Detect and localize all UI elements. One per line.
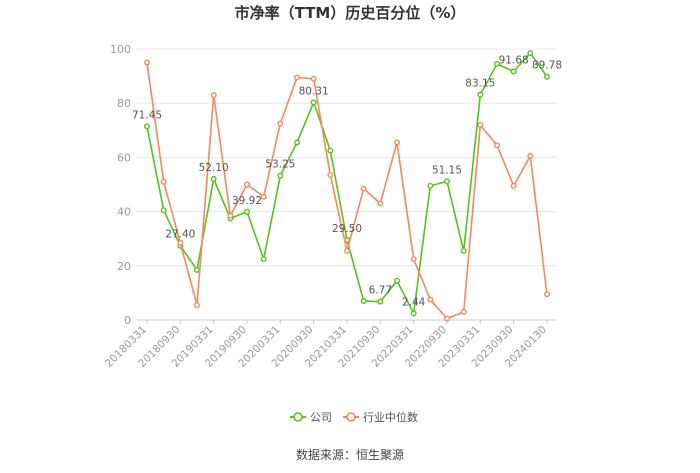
legend-item-industry[interactable]: 行业中位数 (343, 410, 418, 424)
company-data-point (394, 277, 401, 284)
industry-data-point (394, 139, 401, 146)
y-tick-label: 20 (117, 260, 131, 273)
industry-data-point (160, 178, 167, 185)
company-data-point (277, 172, 284, 179)
y-tick-label: 0 (124, 314, 131, 327)
industry-data-point (243, 181, 250, 188)
industry-data-point (360, 185, 367, 192)
industry-data-point (477, 121, 484, 128)
data-label: 51.15 (432, 164, 462, 176)
company-data-point (527, 50, 534, 57)
industry-data-point (277, 120, 284, 127)
x-axis: 2018033120180930201903312019093020200331… (103, 319, 557, 370)
data-label: 91.68 (499, 55, 529, 67)
series-layer (143, 50, 551, 322)
y-tick-label: 40 (117, 206, 131, 219)
industry-data-point (377, 200, 384, 207)
industry-data-point (143, 59, 150, 66)
company-data-point (377, 298, 384, 305)
company-data-point (143, 123, 150, 130)
industry-data-point (227, 212, 234, 219)
data-label: 6.77 (369, 285, 392, 297)
industry-data-point (460, 308, 467, 315)
company-data-point (494, 60, 501, 67)
company-data-point (210, 175, 217, 182)
industry-data-point (427, 296, 434, 303)
data-source: 数据来源：恒生聚源 (295, 448, 404, 462)
data-label: 2.44 (402, 296, 426, 308)
industry-data-point (494, 142, 501, 149)
industry-data-point (193, 302, 200, 309)
company-data-point (427, 182, 434, 189)
industry-data-point (510, 182, 517, 189)
company-data-point (327, 147, 334, 154)
data-label: 29.50 (332, 223, 362, 235)
industry-series-line (146, 62, 548, 320)
legend[interactable]: 公司 行业中位数 (290, 410, 418, 424)
data-label: 53.25 (265, 159, 295, 171)
data-label: 39.92 (232, 195, 262, 207)
industry-data-point (294, 74, 301, 81)
legend-swatch-marker (293, 412, 303, 422)
company-data-point (310, 99, 317, 106)
legend-label: 公司 (310, 411, 332, 424)
industry-data-point (327, 172, 334, 179)
company-data-point (477, 91, 484, 98)
industry-data-point (344, 247, 351, 254)
data-label: 80.31 (299, 85, 329, 97)
company-data-point (260, 256, 267, 263)
legend-item-company[interactable]: 公司 (290, 411, 332, 424)
industry-data-point (210, 92, 217, 99)
legend-label: 行业中位数 (363, 410, 418, 424)
company-data-point (510, 68, 517, 75)
data-label: 52.10 (199, 162, 229, 174)
industry-data-point (260, 193, 267, 200)
y-tick-label: 60 (117, 151, 131, 164)
company-data-point (544, 73, 551, 80)
legend-swatch-marker (346, 412, 356, 422)
data-label: 83.15 (465, 78, 495, 90)
company-data-point (294, 139, 301, 146)
company-data-point (193, 266, 200, 273)
industry-data-point (444, 315, 451, 322)
industry-data-point (527, 153, 534, 160)
company-data-point (460, 247, 467, 254)
chart-title: 市净率（TTM）历史百分位（%） (234, 4, 466, 22)
company-data-point (243, 208, 250, 215)
data-label: 27.40 (165, 229, 195, 241)
company-data-point (160, 207, 167, 214)
y-tick-label: 100 (110, 43, 131, 56)
company-data-point (360, 298, 367, 305)
industry-data-point (410, 256, 417, 263)
y-tick-label: 80 (117, 97, 131, 110)
y-axis: 0 20 40 60 80 100 (110, 43, 131, 327)
data-label: 71.45 (132, 109, 162, 121)
data-labels: 71.45 27.40 52.10 39.92 53.25 80.31 29.50 6.77 2… (132, 55, 562, 309)
industry-data-point (310, 75, 317, 82)
industry-data-point (544, 291, 551, 298)
company-data-point (410, 310, 417, 317)
data-label: 89.78 (532, 60, 562, 72)
industry-data-point (177, 239, 184, 246)
company-data-point (444, 178, 451, 185)
